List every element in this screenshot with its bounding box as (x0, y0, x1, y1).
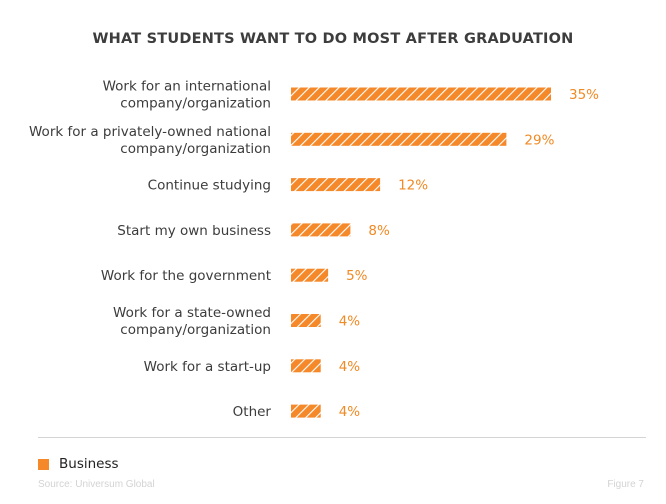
bar (291, 268, 329, 282)
category-label: Continue studying (148, 178, 271, 194)
bar (291, 178, 381, 192)
legend-swatch-business (38, 458, 49, 470)
category-label: Work for an international company/organiz… (103, 79, 271, 112)
value-label: 4% (339, 314, 361, 330)
category-label: Work for the government (101, 268, 271, 284)
value-label: 29% (524, 132, 554, 148)
category-label: Start my own business (117, 223, 271, 239)
bar (291, 87, 551, 101)
bar (291, 132, 507, 146)
category-label: Work for a state-owned company/organizati… (113, 305, 271, 338)
source-note: Source: Universum Global (38, 479, 155, 490)
value-label: 35% (569, 87, 599, 103)
value-label: 8% (368, 223, 390, 239)
value-label: 4% (339, 359, 361, 375)
value-label: 4% (339, 404, 361, 420)
bar (291, 359, 321, 373)
category-label: Work for a start-up (144, 359, 271, 375)
category-label: Other (233, 404, 272, 420)
value-label: 5% (346, 268, 368, 284)
bar (291, 314, 321, 327)
legend-label-business: Business (59, 456, 119, 472)
bar (291, 223, 351, 237)
chart-title: WHAT STUDENTS WANT TO DO MOST AFTER GRAD… (92, 31, 574, 47)
value-label: 12% (398, 178, 428, 194)
category-label: Work for a privately-owned national compa… (29, 124, 271, 157)
bar (291, 404, 321, 418)
legend-divider (38, 437, 646, 438)
figure-number: Figure 7 (607, 479, 644, 490)
bar-chart: Work for an international company/organiz… (29, 79, 599, 421)
legend: Business (38, 456, 119, 472)
